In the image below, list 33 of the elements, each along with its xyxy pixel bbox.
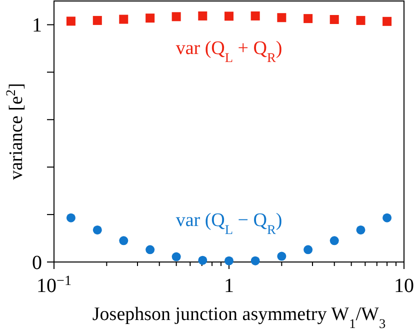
point: [330, 236, 339, 246]
x-tick-label: 10: [394, 275, 414, 297]
point: [277, 13, 286, 22]
point: [198, 256, 208, 265]
point: [119, 14, 128, 24]
point: [250, 11, 260, 20]
point: [146, 245, 155, 254]
point: [250, 256, 260, 266]
point: [330, 15, 339, 24]
y-tick-label: 0: [32, 252, 42, 274]
point: [66, 16, 76, 26]
point: [356, 16, 366, 25]
x-tick-label: 1: [224, 275, 234, 297]
point: [172, 12, 181, 22]
x-tick-label: 10$^{−1}$: [36, 274, 72, 297]
point: [304, 245, 313, 254]
point: [382, 16, 392, 26]
point: [198, 11, 208, 20]
point: [304, 14, 313, 24]
series-label: var (Q$_{L}$ − Q$_{R}$): [176, 210, 282, 236]
point: [146, 14, 155, 23]
point: [356, 225, 366, 234]
point: [92, 16, 102, 25]
point: [92, 225, 102, 234]
x-axis-title: Josephson junction asymmetry W$_{1}$/W$_{3}$: [92, 304, 386, 330]
point: [224, 256, 234, 266]
point: [66, 213, 76, 222]
point: [382, 213, 392, 222]
point: [224, 12, 234, 21]
series-label: var (Q$_{L}$ + Q$_{R}$): [176, 38, 282, 64]
point: [119, 236, 128, 246]
point: [277, 252, 286, 261]
point: [172, 252, 181, 262]
